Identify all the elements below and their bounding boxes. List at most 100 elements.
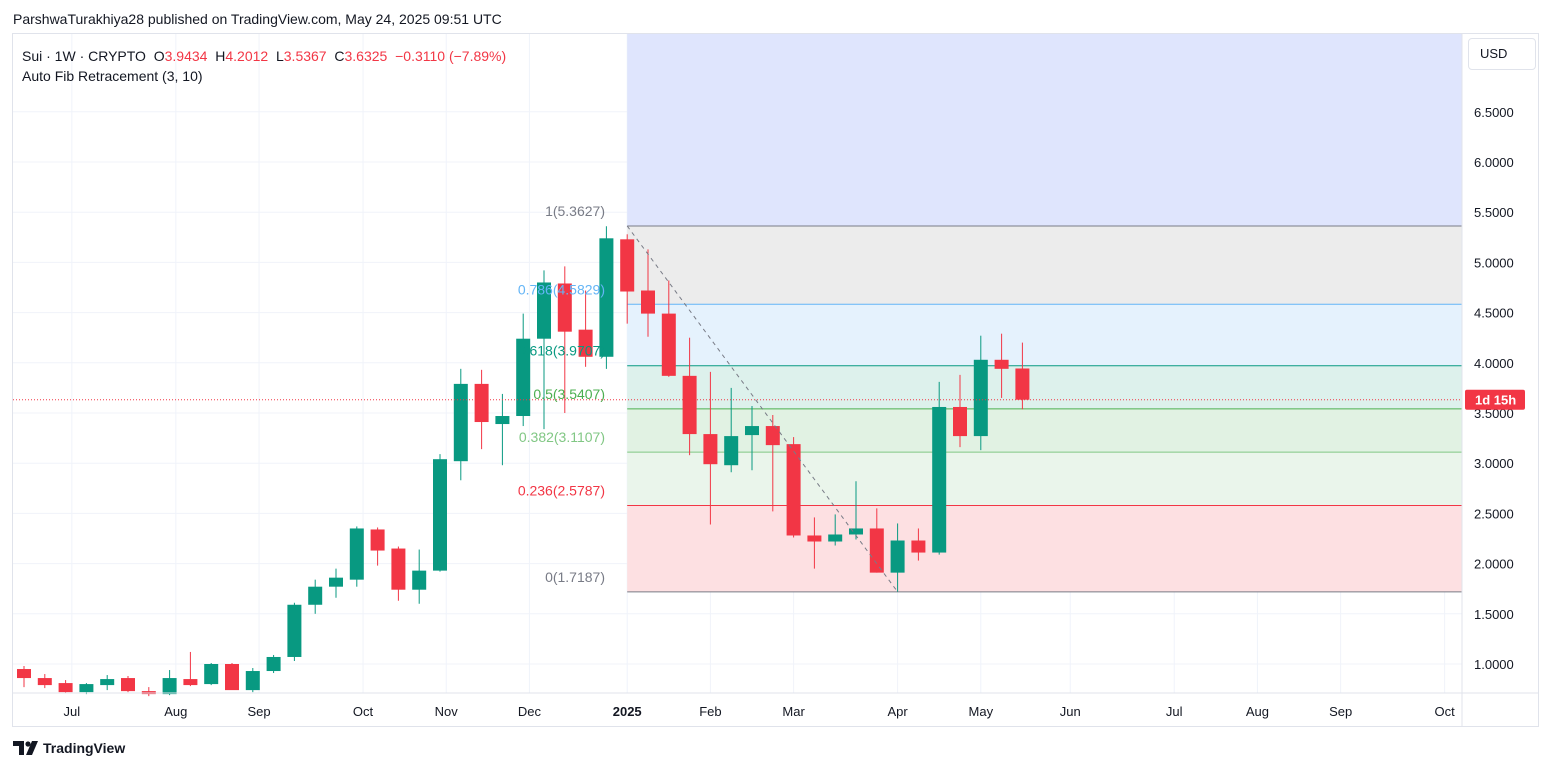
fib-zone-above xyxy=(627,34,1462,226)
candle-up xyxy=(828,534,843,542)
fib-zone xyxy=(627,225,1462,305)
time-tick-label: Oct xyxy=(1435,704,1456,719)
candle-down xyxy=(661,313,676,376)
fib-level-label: 0.236(2.5787) xyxy=(518,482,605,498)
candle-up xyxy=(516,338,531,417)
countdown-badge xyxy=(1465,389,1525,410)
candle-down xyxy=(37,678,52,686)
time-tick-label: Jul xyxy=(64,704,81,719)
candle-down xyxy=(474,383,489,423)
fib-level-label: 0(1.7187) xyxy=(545,569,605,585)
time-tick-label: Sep xyxy=(247,704,270,719)
currency-button[interactable]: USD xyxy=(1468,38,1536,70)
candle-down xyxy=(911,540,926,553)
time-tick-label: Jul xyxy=(1166,704,1183,719)
price-tick-label: 4.0000 xyxy=(1474,356,1514,371)
publisher-header: ParshwaTurakhiya28 published on TradingV… xyxy=(13,11,502,27)
time-tick-label: Dec xyxy=(518,704,542,719)
fib-level-label: 0.382(3.1107) xyxy=(519,429,605,445)
time-tick-label: May xyxy=(969,704,994,719)
candle-down xyxy=(183,679,198,686)
low-label: L xyxy=(275,48,284,64)
candle-up xyxy=(537,282,551,339)
candle-up xyxy=(412,570,427,590)
fib-level-label: 0.786(4.5829) xyxy=(518,281,605,297)
candle-up xyxy=(849,528,863,535)
candle-up xyxy=(932,406,947,553)
candle-down xyxy=(370,529,385,551)
time-tick-label: Aug xyxy=(164,704,187,719)
time-tick-label: 2025 xyxy=(613,704,642,719)
close-label: C xyxy=(334,48,345,64)
symbol-name[interactable]: Sui · 1W · CRYPTO xyxy=(22,48,146,64)
candle-up xyxy=(308,586,323,605)
price-tick-label: 6.5000 xyxy=(1474,105,1514,120)
candle-up xyxy=(266,656,281,672)
fib-zone xyxy=(627,452,1462,506)
candle-down xyxy=(765,426,780,446)
price-tick-label: 3.0000 xyxy=(1474,456,1514,471)
candle-down xyxy=(869,528,884,573)
time-tick-label: Jun xyxy=(1060,704,1081,719)
candle-down xyxy=(620,239,635,292)
price-tick-label: 4.5000 xyxy=(1474,306,1514,321)
candle-up xyxy=(204,664,219,685)
candle-up xyxy=(724,436,739,466)
price-tick-label: 1.5000 xyxy=(1474,607,1514,622)
fib-level-label: 0.618(3.9707) xyxy=(518,343,605,359)
candle-up xyxy=(433,459,447,571)
price-tick-label: 1.0000 xyxy=(1474,657,1514,672)
candle-up xyxy=(329,577,343,587)
time-tick-label: Aug xyxy=(1246,704,1269,719)
fib-level-label: 1(5.3627) xyxy=(545,203,605,219)
chart-frame[interactable] xyxy=(12,33,1539,727)
price-axis: 1.0000 1.5000 2.0000 2.5000 3.0000 3.5000 4.00… xyxy=(1461,34,1525,726)
fib-retracement xyxy=(627,34,1462,593)
change-value: −0.3110 (−7.89%) xyxy=(395,48,507,64)
fib-zone xyxy=(627,505,1462,592)
tradingview-logo-icon xyxy=(13,741,38,755)
candle-down xyxy=(807,535,822,542)
candle-down xyxy=(17,669,31,679)
price-tick-label: 5.5000 xyxy=(1474,205,1514,220)
candle-down xyxy=(682,375,697,435)
candle-up xyxy=(287,604,302,657)
fib-zone xyxy=(627,365,1462,409)
fib-zone xyxy=(627,304,1462,366)
candle-up xyxy=(100,679,115,686)
time-tick-label: Mar xyxy=(782,704,805,719)
symbol-legend: Sui · 1W · CRYPTO O3.9434 H4.2012 L3.536… xyxy=(22,46,506,86)
ohlc-row: Sui · 1W · CRYPTO O3.9434 H4.2012 L3.536… xyxy=(22,46,506,66)
candle-down xyxy=(703,434,718,465)
close-value: 3.6325 xyxy=(344,48,388,64)
candle-down xyxy=(225,664,239,691)
time-tick-label: Oct xyxy=(353,704,374,719)
time-tick-label: Apr xyxy=(887,704,908,719)
indicator-row[interactable]: Auto Fib Retracement (3, 10) xyxy=(22,68,203,84)
countdown-label: 1d 15h xyxy=(1475,393,1516,408)
candle-down xyxy=(1015,368,1030,400)
high-value: 4.2012 xyxy=(225,48,269,64)
open-label: O xyxy=(153,48,165,64)
price-tick-label: 2.0000 xyxy=(1474,557,1514,572)
time-tick-label: Nov xyxy=(435,704,459,719)
open-value: 3.9434 xyxy=(164,48,208,64)
chart-overlay: 1(5.3627) 0.786(4.5829) 0.618(3.9707) 0.5(3… xyxy=(13,203,1462,593)
candle-down xyxy=(578,329,593,357)
high-label: H xyxy=(215,48,226,64)
candle-down xyxy=(641,290,655,314)
tradingview-logo[interactable]: TradingView xyxy=(13,740,125,756)
candle-down xyxy=(786,444,801,536)
fib-level-label: 0.5(3.5407) xyxy=(533,386,605,402)
candle-up xyxy=(745,426,759,436)
candle-up xyxy=(890,540,905,573)
low-value: 3.5367 xyxy=(283,48,327,64)
time-axis: Jul Aug Sep Oct Nov Dec 2025 Feb Mar Apr May Jun Jul… xyxy=(13,692,1538,719)
candle-up xyxy=(599,238,614,357)
candle-up xyxy=(495,416,510,425)
candle-up xyxy=(349,528,364,580)
price-tick-label: 3.5000 xyxy=(1474,406,1514,421)
candle-down xyxy=(58,683,73,693)
price-tick-label: 2.5000 xyxy=(1474,506,1514,521)
